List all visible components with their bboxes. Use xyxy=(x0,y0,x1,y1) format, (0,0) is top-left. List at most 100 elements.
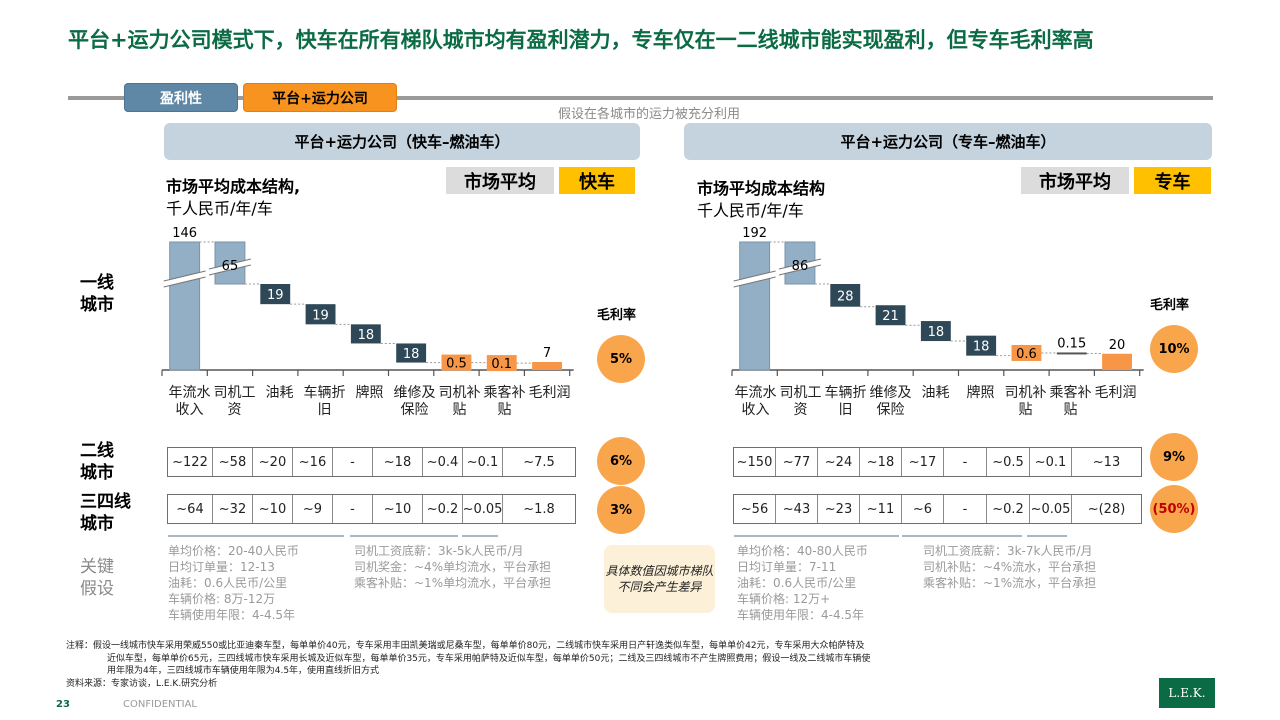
axis-break-mark xyxy=(163,270,206,282)
margin-label: 毛利率 xyxy=(1150,298,1190,313)
table-cell: ~0.05 xyxy=(1030,495,1072,523)
category-label: 牌照 xyxy=(966,385,995,401)
data-label: 0.5 xyxy=(446,357,467,372)
assumption-item: 单均价格：40-80人民币 xyxy=(737,544,868,558)
category-label: 油耗 xyxy=(265,385,294,401)
assumption-item: 乘客补贴：~1%流水，平台承担 xyxy=(923,576,1097,590)
category-label: 乘客补贴 xyxy=(1049,385,1092,418)
data-label: 20 xyxy=(1109,338,1126,353)
category-label: 维修及保险 xyxy=(869,385,912,418)
panel-subtitle: 市场平均成本结构 xyxy=(697,179,826,198)
data-label: 18 xyxy=(358,328,375,343)
category-label: 年流水收入 xyxy=(168,385,211,418)
table-cell: ~0.1 xyxy=(463,448,503,476)
axis-break-mark xyxy=(778,259,822,275)
data-label: 192 xyxy=(742,226,767,241)
axis-break-mark xyxy=(778,258,822,270)
legend-premium: 专车 xyxy=(1134,167,1211,194)
category-label: 司机补贴 xyxy=(438,385,481,418)
table-cell: ~16 xyxy=(293,448,333,476)
waterfall-bar xyxy=(920,321,951,342)
footnote-line: 用年限为4年，三四线城市车辆使用年限为4.5年，使用直线折旧方式 xyxy=(107,666,380,676)
tier2-table-express: ~122 ~58 ~20 ~16 - ~18 ~0.4 ~0.1 ~7.5 xyxy=(167,447,576,477)
margin-bubble-tier34: 3% xyxy=(597,486,645,534)
waterfall-bar xyxy=(305,304,336,325)
tier34-table-premium: ~56 ~43 ~23 ~11 ~6 - ~0.2 ~0.05 ~(28) xyxy=(733,494,1142,524)
assumptions-list-premium-2: 司机工资底薪：3k-7k人民币/月 司机补贴：~4%流水，平台承担 乘客补贴：~… xyxy=(923,543,1096,591)
category-label: 牌照 xyxy=(355,385,384,401)
table-cell: ~17 xyxy=(902,448,944,476)
assumption-item: 单均价格：20-40人民币 xyxy=(168,544,299,558)
divider xyxy=(168,535,344,537)
tab-platform-fleet[interactable]: 平台+运力公司 xyxy=(243,83,397,112)
table-cell: ~0.4 xyxy=(423,448,463,476)
margin-bubble-tier1: 5% xyxy=(597,335,645,383)
data-label: 146 xyxy=(172,226,197,241)
table-cell: ~0.05 xyxy=(463,495,503,523)
data-label: 86 xyxy=(792,259,809,274)
table-cell: ~56 xyxy=(734,495,776,523)
category-label: 车辆折旧 xyxy=(303,385,346,418)
data-label: 28 xyxy=(837,289,854,304)
category-label: 乘客补贴 xyxy=(483,385,526,418)
table-cell: ~6 xyxy=(902,495,944,523)
panel-subtitle: 市场平均成本结构, xyxy=(166,177,301,196)
waterfall-bar xyxy=(830,284,861,307)
confidential-label: CONFIDENTIAL xyxy=(123,699,198,710)
data-label: 0.6 xyxy=(1016,347,1037,362)
waterfall-bar xyxy=(875,305,906,326)
table-cell: - xyxy=(333,448,373,476)
assumption-item: 车辆使用年限：4-4.5年 xyxy=(168,608,296,622)
table-cell: ~77 xyxy=(776,448,818,476)
waterfall-bar xyxy=(350,324,381,344)
waterfall-bar xyxy=(1011,344,1042,361)
waterfall-bar xyxy=(1102,353,1132,370)
assumption-item: 司机工资底薪：3k-5k人民币/月 xyxy=(354,544,524,558)
category-label: 毛利润 xyxy=(1094,385,1137,401)
category-label: 司机工资 xyxy=(213,385,256,418)
category-labels: 年流水收入 司机工资 车辆折旧 维修及保险 油耗 牌照 司机补贴 乘客补贴 毛利… xyxy=(733,385,1142,419)
table-cell: ~10 xyxy=(253,495,293,523)
assumption-item: 车辆使用年限：4-4.5年 xyxy=(737,608,865,622)
waterfall-bar xyxy=(441,354,472,371)
divider xyxy=(462,535,498,537)
tab-profitability[interactable]: 盈利性 xyxy=(124,83,238,112)
data-label: 65 xyxy=(222,259,239,274)
divider xyxy=(734,535,899,537)
panel-header-express: 平台+运力公司（快车–燃油车） xyxy=(164,123,640,160)
assumptions-list-express-2: 司机工资底薪：3k-5k人民币/月 司机奖金：~4%单均流水，平台承担 乘客补贴… xyxy=(354,543,551,591)
category-labels: 年流水收入 司机工资 油耗 车辆折旧 牌照 维修及保险 司机补贴 乘客补贴 毛利… xyxy=(167,385,576,419)
table-cell: ~43 xyxy=(776,495,818,523)
axis-break-mark xyxy=(733,276,776,288)
table-cell: ~0.2 xyxy=(987,495,1030,523)
footnote-line: 近似车型，每单单价65元，三四线城市快车采用长城及近似车型，每单单价35元，专车… xyxy=(107,653,871,664)
data-label: 18 xyxy=(403,347,420,362)
axis-break-mark xyxy=(778,264,822,276)
assumption-item: 日均订单量：7-11 xyxy=(737,560,837,574)
page-title: 平台+运力公司模式下，快车在所有梯队城市均有盈利潜力，专车仅在一二线城市能实现盈… xyxy=(68,28,1094,52)
row-label-tier2: 二线城市 xyxy=(80,441,114,483)
row-label-key-assumptions: 关键假设 xyxy=(80,557,114,599)
data-label: 0.1 xyxy=(491,357,512,372)
table-cell: ~0.5 xyxy=(987,448,1030,476)
divider xyxy=(68,96,1213,100)
page-number: 23 xyxy=(56,699,70,710)
table-cell: ~32 xyxy=(213,495,253,523)
table-cell: ~11 xyxy=(860,495,902,523)
assumption-item: 油耗：0.6人民币/公里 xyxy=(737,576,857,590)
data-label: 19 xyxy=(312,308,329,323)
data-label: 18 xyxy=(928,325,945,340)
category-label: 司机工资 xyxy=(779,385,822,418)
row-label-tier34: 三四线城市 xyxy=(80,492,131,534)
axis-break-mark xyxy=(163,271,207,287)
tier34-table-express: ~64 ~32 ~10 ~9 - ~10 ~0.2 ~0.05 ~1.8 xyxy=(167,494,576,524)
axis-break-mark xyxy=(733,271,777,287)
table-cell: ~10 xyxy=(373,495,423,523)
panel-header-premium: 平台+运力公司（专车–燃油车） xyxy=(684,123,1212,160)
waterfall-bar xyxy=(966,335,997,356)
waterfall-bar xyxy=(260,284,291,305)
assumption-note: 假设在各城市的运力被充分利用 xyxy=(558,107,741,122)
table-cell: ~150 xyxy=(734,448,776,476)
assumptions-list-premium-1: 单均价格：40-80人民币 日均订单量：7-11 油耗：0.6人民币/公里 车辆… xyxy=(737,543,868,623)
table-cell: - xyxy=(944,495,987,523)
